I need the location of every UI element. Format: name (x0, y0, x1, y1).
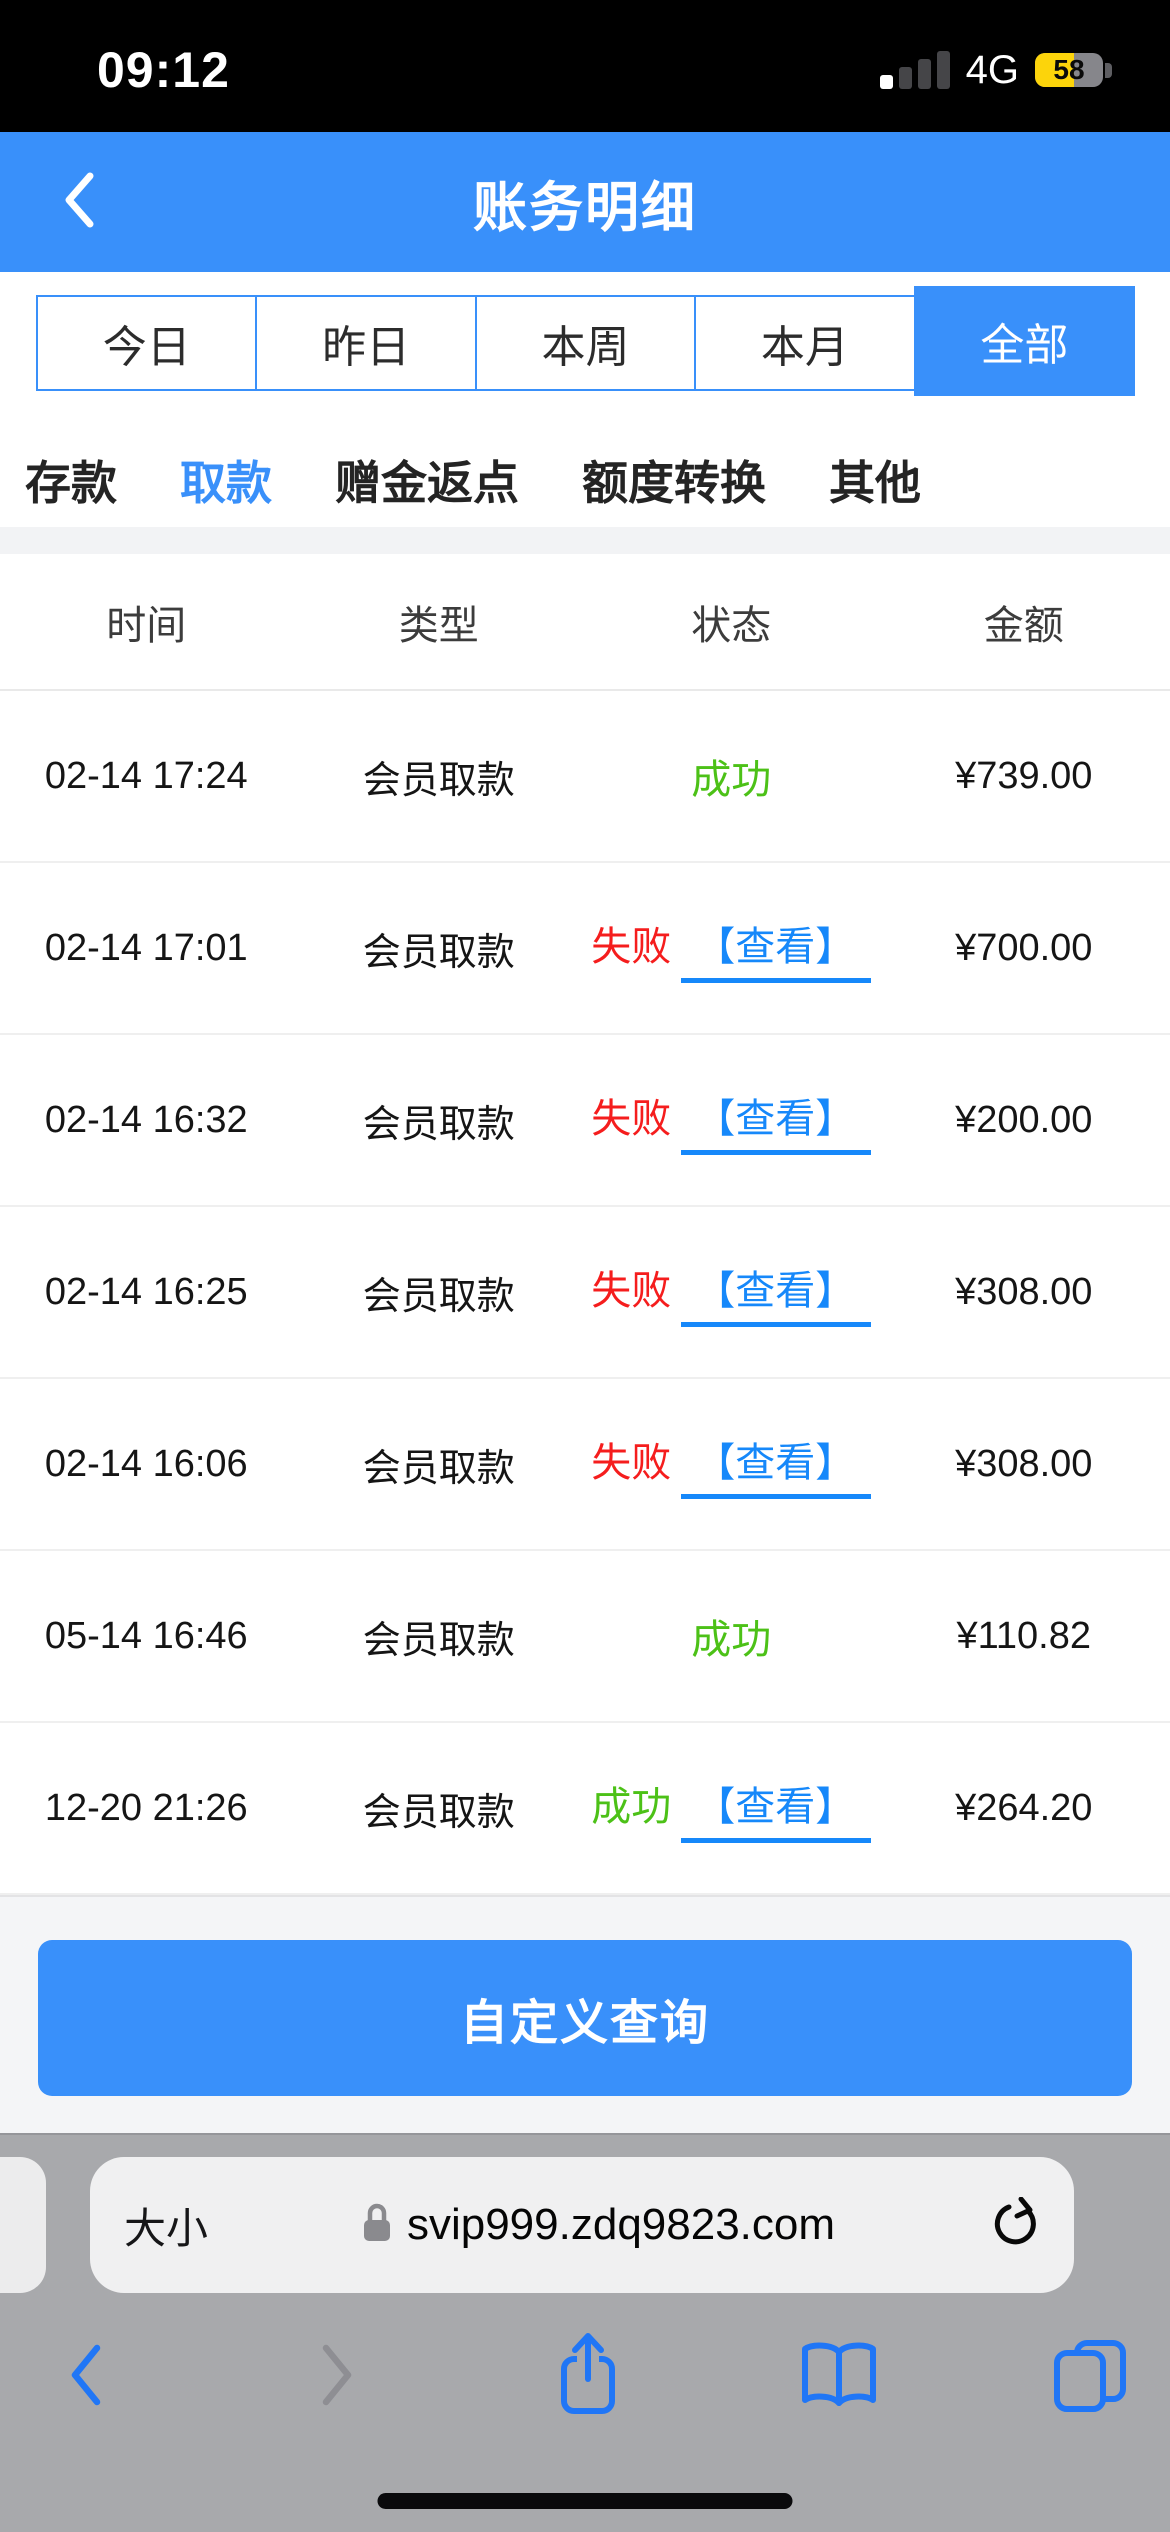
status-time: 09:12 (97, 42, 230, 98)
refresh-icon (994, 2197, 1036, 2245)
refresh-button[interactable] (988, 2197, 1040, 2253)
address-bar[interactable]: 大小 svip999.zdq9823.com (90, 2157, 1074, 2293)
view-link[interactable]: 【查看】 (681, 1258, 872, 1327)
back-button[interactable] (40, 132, 120, 272)
cell-time: 02-14 17:01 (44, 926, 248, 969)
cell-amount: ¥110.82 (956, 1614, 1092, 1657)
col-type: 类型 (398, 603, 479, 648)
previous-tab-edge[interactable] (0, 2157, 46, 2293)
section-divider (0, 527, 1170, 554)
table-row: 12-20 21:26 会员取款 成功 【查看】 ¥264.20 (0, 1723, 1170, 1895)
category-tab-transfer[interactable]: 额度转换 (582, 457, 766, 509)
cell-amount: ¥700.00 (955, 926, 1093, 969)
table-row: 05-14 16:46 会员取款 成功 ¥110.82 (0, 1551, 1170, 1723)
cell-type: 会员取款 (362, 759, 515, 802)
table-row: 02-14 17:01 会员取款 失败 【查看】 ¥700.00 (0, 863, 1170, 1035)
status-text: 成功 (591, 1784, 672, 1829)
cell-status: 失败 【查看】 (585, 914, 878, 983)
filter-tab-all[interactable]: 全部 (913, 286, 1136, 396)
view-link[interactable]: 【查看】 (681, 914, 872, 983)
cell-time: 02-14 17:24 (44, 754, 248, 797)
tabs-icon (1054, 2340, 1126, 2412)
col-time: 时间 (106, 603, 187, 648)
lock-icon (361, 2201, 393, 2250)
home-indicator[interactable] (377, 2493, 793, 2509)
cell-time: 02-14 16:25 (44, 1270, 248, 1313)
cell-amount: ¥308.00 (955, 1270, 1093, 1313)
cell-status: 失败 【查看】 (585, 1258, 878, 1327)
filter-tab-month[interactable]: 本月 (694, 295, 916, 391)
cell-amount: ¥200.00 (955, 1098, 1093, 1141)
cell-type: 会员取款 (362, 1275, 515, 1318)
view-link[interactable]: 【查看】 (681, 1430, 872, 1499)
cell-type: 会员取款 (362, 931, 515, 974)
cell-amount: ¥308.00 (955, 1442, 1093, 1485)
category-tabs: 存款 取款 赠金返点 额度转换 其他 (0, 437, 1170, 523)
filter-tab-week[interactable]: 本周 (474, 295, 697, 391)
status-text: 失败 (591, 924, 672, 969)
network-type-label: 4G (965, 47, 1019, 92)
url-text: svip999.zdq9823.com (406, 2200, 836, 2249)
cell-time: 02-14 16:06 (44, 1442, 248, 1485)
status-text: 失败 (591, 1440, 672, 1485)
battery-percent: 58 (1053, 54, 1085, 85)
table-row: 02-14 16:32 会员取款 失败 【查看】 ¥200.00 (0, 1035, 1170, 1207)
status-text: 成功 (691, 758, 772, 802)
filter-tab-today[interactable]: 今日 (36, 295, 258, 391)
category-tab-deposit[interactable]: 存款 (25, 457, 117, 509)
text-size-button[interactable]: 大小 (124, 2204, 209, 2252)
browser-back-button[interactable] (40, 2331, 132, 2419)
col-amount: 金额 (983, 603, 1064, 648)
cell-time: 05-14 16:46 (44, 1614, 248, 1657)
tabs-button[interactable] (1044, 2331, 1136, 2419)
cell-type: 会员取款 (362, 1791, 515, 1834)
cell-status: 成功 (585, 747, 878, 805)
cell-type: 会员取款 (362, 1103, 515, 1146)
chevron-right-icon (322, 2344, 352, 2406)
safari-bottom-bar: 大小 svip999.zdq9823.com (0, 2133, 1170, 2532)
cell-type: 会员取款 (362, 1619, 515, 1662)
date-filter-tabs: 今日 昨日 本周 本月 全部 (36, 286, 1136, 396)
table-row: 02-14 17:24 会员取款 成功 ¥739.00 (0, 691, 1170, 863)
ios-status-bar: 09:12 4G 58 (0, 0, 1170, 132)
transaction-list: 02-14 17:24 会员取款 成功 ¥739.00 02-14 17:01 … (0, 691, 1170, 1895)
book-icon (802, 2342, 876, 2406)
table-header: 时间 类型 状态 金额 (0, 554, 1170, 691)
category-tab-other[interactable]: 其他 (829, 457, 921, 509)
category-tab-withdrawal[interactable]: 取款 (180, 457, 272, 509)
status-text: 失败 (591, 1268, 672, 1313)
cell-time: 02-14 16:32 (44, 1098, 248, 1141)
view-link[interactable]: 【查看】 (681, 1086, 872, 1155)
cell-amount: ¥739.00 (955, 754, 1093, 797)
cell-time: 12-20 21:26 (44, 1786, 248, 1829)
share-icon (561, 2333, 615, 2414)
cell-type: 会员取款 (362, 1447, 515, 1490)
share-button[interactable] (542, 2331, 634, 2419)
chevron-left-icon (63, 171, 97, 234)
cellular-signal-icon (879, 51, 950, 89)
cell-status: 失败 【查看】 (585, 1430, 878, 1499)
cell-amount: ¥264.20 (955, 1786, 1093, 1829)
view-link[interactable]: 【查看】 (681, 1774, 872, 1843)
cell-status: 成功 【查看】 (585, 1774, 878, 1843)
page-title: 账务明细 (473, 177, 697, 238)
safari-toolbar (40, 2331, 1136, 2419)
status-text: 成功 (691, 1618, 772, 1662)
cell-status: 失败 【查看】 (585, 1086, 878, 1155)
browser-forward-button[interactable] (291, 2331, 383, 2419)
category-tab-bonus[interactable]: 赠金返点 (335, 457, 519, 509)
table-row: 02-14 16:25 会员取款 失败 【查看】 ¥308.00 (0, 1207, 1170, 1379)
filter-tab-yesterday[interactable]: 昨日 (255, 295, 477, 391)
battery-icon: 58 (1035, 53, 1112, 87)
status-text: 失败 (591, 1096, 672, 1141)
cell-status: 成功 (585, 1607, 878, 1665)
app-header: 账务明细 (0, 132, 1170, 272)
col-status: 状态 (691, 603, 772, 648)
custom-query-button[interactable]: 自定义查询 (38, 1940, 1132, 2096)
table-row: 02-14 16:06 会员取款 失败 【查看】 ¥308.00 (0, 1379, 1170, 1551)
chevron-left-icon (71, 2344, 101, 2406)
bookmarks-button[interactable] (793, 2331, 885, 2419)
